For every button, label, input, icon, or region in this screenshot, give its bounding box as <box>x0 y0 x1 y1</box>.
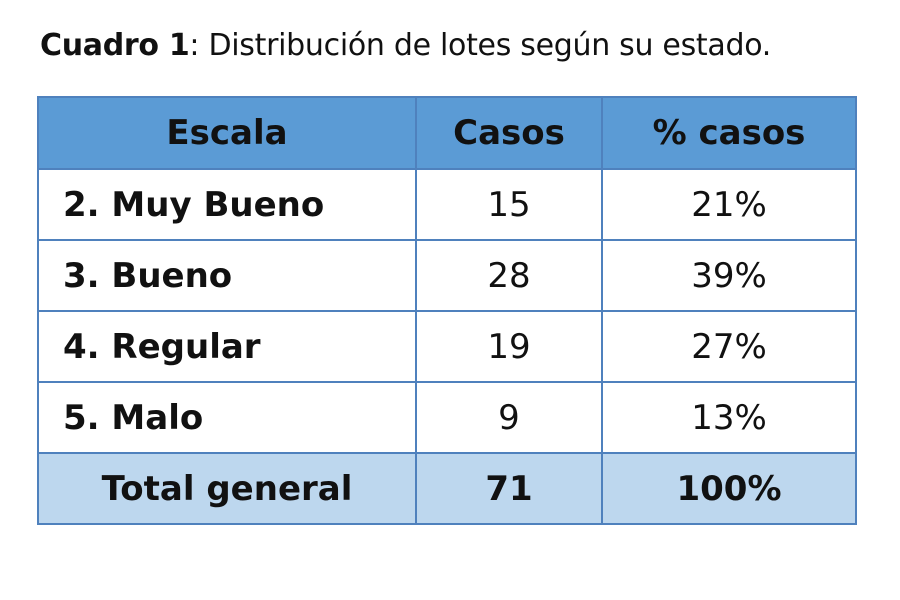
cell-casos: 28 <box>415 239 603 312</box>
table-row: 5. Malo 9 13% <box>37 381 857 454</box>
table-row: 2. Muy Bueno 15 21% <box>37 168 857 241</box>
cell-pct: 39% <box>601 239 857 312</box>
cell-casos: 9 <box>415 381 603 454</box>
total-pct: 100% <box>601 452 857 525</box>
total-row: Total general 71 100% <box>37 452 857 525</box>
caption-label: Cuadro 1 <box>40 28 190 63</box>
cell-escala: 5. Malo <box>37 381 417 454</box>
table-row: 4. Regular 19 27% <box>37 310 857 383</box>
caption-text: : Distribución de lotes según su estado. <box>189 28 771 63</box>
cell-pct: 27% <box>601 310 857 383</box>
cell-pct: 21% <box>601 168 857 241</box>
table-row: 3. Bueno 28 39% <box>37 239 857 312</box>
header-pct-casos: % casos <box>601 96 857 170</box>
total-label: Total general <box>37 452 417 525</box>
cell-casos: 15 <box>415 168 603 241</box>
cell-escala: 2. Muy Bueno <box>37 168 417 241</box>
header-casos: Casos <box>415 96 603 170</box>
cell-escala: 3. Bueno <box>37 239 417 312</box>
cell-casos: 19 <box>415 310 603 383</box>
header-escala: Escala <box>37 96 417 170</box>
table-caption: Cuadro 1: Distribución de lotes según su… <box>40 26 771 66</box>
table-header-row: Escala Casos % casos <box>37 96 857 170</box>
total-casos: 71 <box>415 452 603 525</box>
distribution-table: Escala Casos % casos 2. Muy Bueno 15 21%… <box>37 96 857 525</box>
cell-escala: 4. Regular <box>37 310 417 383</box>
cell-pct: 13% <box>601 381 857 454</box>
